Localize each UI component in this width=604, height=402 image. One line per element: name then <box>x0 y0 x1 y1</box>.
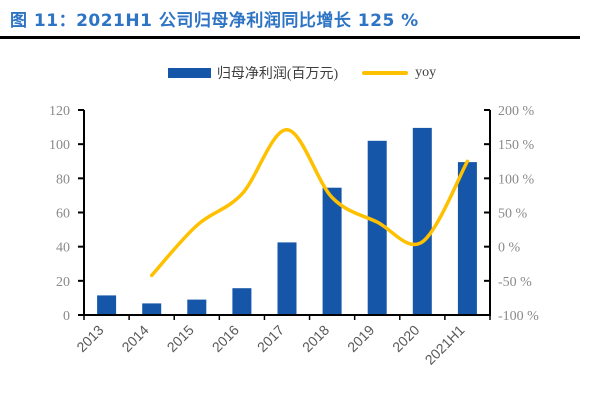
x-axis-category-label: 2016 <box>209 322 242 355</box>
combo-chart: 0 20 40 60 80 100 120 -100 % -50 % 0 % 50 % 100 % 15… <box>49 104 539 368</box>
net-profit-bar-2018 <box>322 187 342 315</box>
right-axis-tick-label: 200 % <box>498 104 535 119</box>
net-profit-bar-2016 <box>232 288 252 315</box>
legend-bar-label: 归母净利润(百万元) <box>216 67 339 82</box>
x-axis-category-label: 2015 <box>164 322 197 355</box>
x-axis-category-label: 2017 <box>254 322 287 355</box>
left-axis-tick-label: 100 <box>49 138 70 153</box>
yoy-line <box>149 128 470 278</box>
x-axis-category-label: 2013 <box>73 322 106 355</box>
right-axis-tick-label: 0 % <box>498 241 521 256</box>
x-axis-category-label: 2021H1 <box>422 322 468 368</box>
left-axis-tick-label: 0 <box>63 309 70 324</box>
figure-title: 图 11：2021H1 公司归母净利润同比增长 125 % <box>10 11 419 31</box>
x-axis-category-label: 2014 <box>118 322 151 355</box>
x-axis-category-label: 2020 <box>389 322 422 355</box>
x-axis-category-label: 2019 <box>344 322 377 355</box>
right-axis-tick-label: 150 % <box>498 138 535 153</box>
legend-line-swatch <box>362 71 409 75</box>
legend-line-label: yoy <box>415 65 437 80</box>
net-profit-bar-2021H1 <box>457 162 477 315</box>
net-profit-bar-2019 <box>367 140 387 316</box>
right-axis-tick-label: -100 % <box>498 309 539 324</box>
title-underline <box>0 36 580 39</box>
legend-bar-swatch <box>167 68 211 78</box>
net-profit-bar-2015 <box>187 299 207 315</box>
chart-legend: 归母净利润(百万元) yoy <box>0 63 604 83</box>
right-axis-tick-label: 50 % <box>498 207 528 222</box>
right-axis-tick-label: 100 % <box>498 172 535 187</box>
net-profit-bar-2014 <box>142 303 162 315</box>
left-axis-tick-label: 60 <box>56 207 70 222</box>
x-axis-category-label: 2018 <box>299 322 332 355</box>
net-profit-bar-2013 <box>97 295 117 315</box>
left-axis-tick-label: 120 <box>49 104 70 119</box>
right-axis-tick-label: -50 % <box>498 275 532 290</box>
left-axis-tick-label: 40 <box>56 241 70 256</box>
net-profit-bar-2020 <box>412 127 432 316</box>
left-axis-tick-label: 80 <box>56 172 70 187</box>
left-axis-tick-label: 20 <box>56 275 70 290</box>
net-profit-bar-2017 <box>277 242 297 315</box>
